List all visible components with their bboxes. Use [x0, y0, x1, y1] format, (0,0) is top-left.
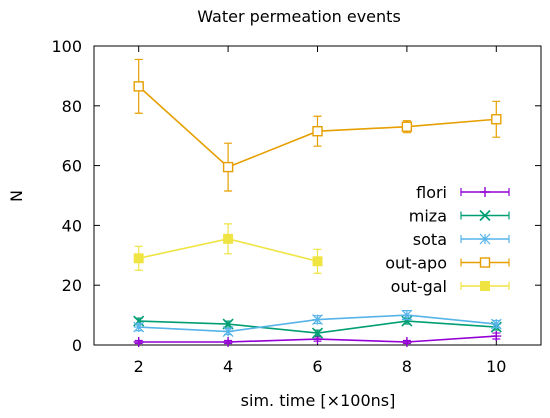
- plot-frame: [93, 45, 542, 346]
- series-out-apo: [133, 58, 502, 192]
- legend-item-sota: sota: [413, 230, 510, 249]
- legend-errorbar-caps: [460, 211, 510, 220]
- series-layer: [133, 58, 502, 348]
- legend-item-miza: miza: [409, 207, 510, 226]
- legend-label: flori: [416, 183, 447, 202]
- data-point: [491, 331, 502, 342]
- data-point: [133, 321, 145, 333]
- legend-errorbar-caps: [460, 188, 510, 196]
- legend-item-flori: flori: [416, 183, 510, 202]
- data-point: [133, 81, 144, 92]
- data-point: [479, 257, 491, 268]
- data-point: [491, 114, 502, 125]
- data-point: [401, 337, 412, 348]
- legend-label: miza: [409, 207, 447, 226]
- x-tick-label: 10: [486, 357, 506, 376]
- legend-label: out-gal: [391, 277, 447, 296]
- legend: flori miza sota out-apo out-gal: [385, 183, 510, 296]
- x-tick-label: 2: [134, 357, 144, 376]
- y-tick-label: 80: [62, 97, 82, 116]
- y-tick-label: 100: [51, 37, 82, 56]
- legend-errorbar-caps: [460, 258, 510, 267]
- legend-label: sota: [413, 230, 447, 249]
- data-point: [312, 314, 323, 326]
- y-tick-label: 40: [62, 216, 82, 235]
- data-point: [311, 327, 324, 339]
- x-tick-label: 8: [402, 357, 412, 376]
- x-axis-title: sim. time [×100ns]: [241, 391, 396, 410]
- legend-item-out-gal: out-gal: [391, 277, 510, 296]
- y-tick-label: 20: [62, 276, 82, 295]
- data-point: [480, 281, 490, 291]
- x-tick-label: 4: [223, 357, 233, 376]
- y-axis-title: N: [7, 190, 26, 202]
- data-point: [312, 126, 323, 137]
- y-tick-label: 60: [62, 157, 82, 176]
- data-point: [401, 121, 413, 132]
- data-point: [222, 161, 234, 173]
- y-tick-label: 0: [72, 336, 82, 355]
- data-point: [490, 318, 502, 330]
- legend-errorbar-caps: [460, 235, 510, 243]
- x-tick-label: 6: [312, 357, 322, 376]
- data-point: [223, 337, 234, 348]
- data-point: [480, 187, 490, 197]
- data-point: [222, 326, 234, 337]
- legend-label: out-apo: [385, 254, 447, 273]
- data-point: [223, 233, 234, 244]
- data-point: [133, 253, 144, 264]
- data-point: [479, 209, 491, 222]
- data-point: [479, 233, 491, 245]
- chart-title: Water permeation events: [197, 7, 401, 26]
- data-point: [401, 309, 413, 321]
- data-point: [312, 256, 323, 267]
- series-sota: [133, 309, 502, 337]
- data-point: [133, 337, 144, 348]
- plot-border: [93, 45, 542, 346]
- legend-errorbar-caps: [460, 282, 510, 290]
- series-flori: [133, 331, 502, 348]
- series-out-gal: [133, 223, 323, 274]
- legend-item-out-apo: out-apo: [385, 254, 510, 273]
